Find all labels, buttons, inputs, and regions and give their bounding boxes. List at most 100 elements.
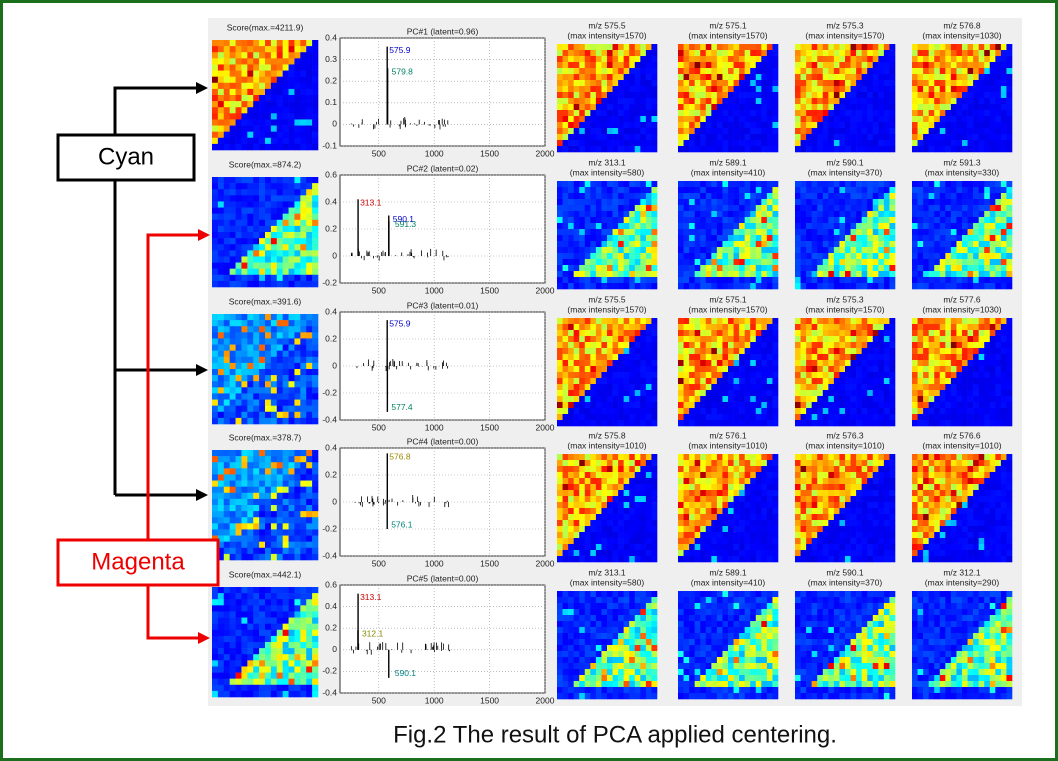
heat-cell xyxy=(557,199,563,205)
heat-cell xyxy=(823,271,829,277)
heat-cell xyxy=(563,134,569,140)
heat-cell xyxy=(1006,68,1012,74)
heat-cell xyxy=(230,400,236,406)
heat-cell xyxy=(812,187,818,193)
heat-cell xyxy=(873,384,879,390)
heat-cell xyxy=(968,146,974,152)
heat-cell xyxy=(889,86,895,92)
heat-cell xyxy=(689,56,695,62)
heat-cell xyxy=(651,372,657,378)
heat-cell xyxy=(224,214,230,220)
heat-cell xyxy=(1001,140,1007,146)
heat-cell xyxy=(1006,86,1012,92)
heat-cell xyxy=(934,92,940,98)
heat-cell xyxy=(568,68,574,74)
heat-cell xyxy=(984,92,990,98)
heat-cell xyxy=(646,146,652,152)
heat-cell xyxy=(812,384,818,390)
heat-cell xyxy=(812,44,818,50)
heat-cell xyxy=(995,336,1001,342)
heat-cell xyxy=(734,342,740,348)
heat-cell xyxy=(265,351,271,357)
heat-cell xyxy=(563,402,569,408)
heat-cell xyxy=(585,420,591,426)
heat-cell xyxy=(300,126,306,132)
heat-cell xyxy=(624,354,630,360)
heat-cell xyxy=(745,342,751,348)
heat-cell xyxy=(839,336,845,342)
heat-cell xyxy=(585,378,591,384)
heat-cell xyxy=(236,381,242,387)
heat-cell xyxy=(640,116,646,122)
heat-cell xyxy=(918,104,924,110)
heat-cell xyxy=(940,110,946,116)
heat-cell xyxy=(734,44,740,50)
heat-cell xyxy=(265,381,271,387)
heat-cell xyxy=(951,86,957,92)
heat-cell xyxy=(873,229,879,235)
heat-cell xyxy=(585,211,591,217)
heat-cell xyxy=(568,86,574,92)
heat-cell xyxy=(236,58,242,64)
heat-cell xyxy=(856,116,862,122)
heat-cell xyxy=(801,187,807,193)
heat-cell xyxy=(756,354,762,360)
peak-label: 591.3 xyxy=(395,219,417,229)
heat-cell xyxy=(756,56,762,62)
heat-cell xyxy=(912,56,918,62)
heat-cell xyxy=(867,229,873,235)
heat-cell xyxy=(684,56,690,62)
heat-cell xyxy=(990,104,996,110)
heat-cell xyxy=(706,74,712,80)
heat-cell xyxy=(968,205,974,211)
heat-cell xyxy=(951,211,957,217)
heat-cell xyxy=(984,229,990,235)
heat-cell xyxy=(646,98,652,104)
heat-cell xyxy=(585,235,591,241)
heat-cell xyxy=(884,360,890,366)
heat-cell xyxy=(734,223,740,229)
heat-cell xyxy=(745,205,751,211)
heat-cell xyxy=(806,193,812,199)
heat-cell xyxy=(271,256,277,262)
heat-cell xyxy=(873,50,879,56)
heat-cell xyxy=(618,146,624,152)
heat-cell xyxy=(934,181,940,187)
heat-cell xyxy=(767,360,773,366)
heat-cell xyxy=(629,86,635,92)
heat-cell xyxy=(772,396,778,402)
heat-cell xyxy=(956,199,962,205)
heat-cell xyxy=(306,58,312,64)
heat-cell xyxy=(689,122,695,128)
heat-cell xyxy=(722,56,728,62)
heat-cell xyxy=(212,269,218,275)
heat-cell xyxy=(812,199,818,205)
heat-cell xyxy=(218,244,224,250)
heat-cell xyxy=(236,40,242,46)
heat-cell xyxy=(945,235,951,241)
heat-cell xyxy=(1001,384,1007,390)
heat-cell xyxy=(306,412,312,418)
heat-cell xyxy=(806,68,812,74)
heat-cell xyxy=(968,110,974,116)
heat-cell xyxy=(596,235,602,241)
heat-cell xyxy=(607,390,613,396)
heat-cell xyxy=(218,201,224,207)
heat-cell xyxy=(568,56,574,62)
heat-cell xyxy=(300,363,306,369)
heat-cell xyxy=(241,183,247,189)
heat-cell xyxy=(629,318,635,324)
heat-cell xyxy=(745,408,751,414)
heat-cell xyxy=(596,324,602,330)
heat-cell xyxy=(557,324,563,330)
heat-cell xyxy=(750,50,756,56)
heat-cell xyxy=(277,58,283,64)
heat-cell xyxy=(300,269,306,275)
heat-cell xyxy=(945,336,951,342)
heat-cell xyxy=(651,128,657,134)
heat-cell xyxy=(1006,205,1012,211)
heat-cell xyxy=(689,104,695,110)
heat-cell xyxy=(940,128,946,134)
heat-cell xyxy=(884,396,890,402)
heat-cell xyxy=(756,402,762,408)
